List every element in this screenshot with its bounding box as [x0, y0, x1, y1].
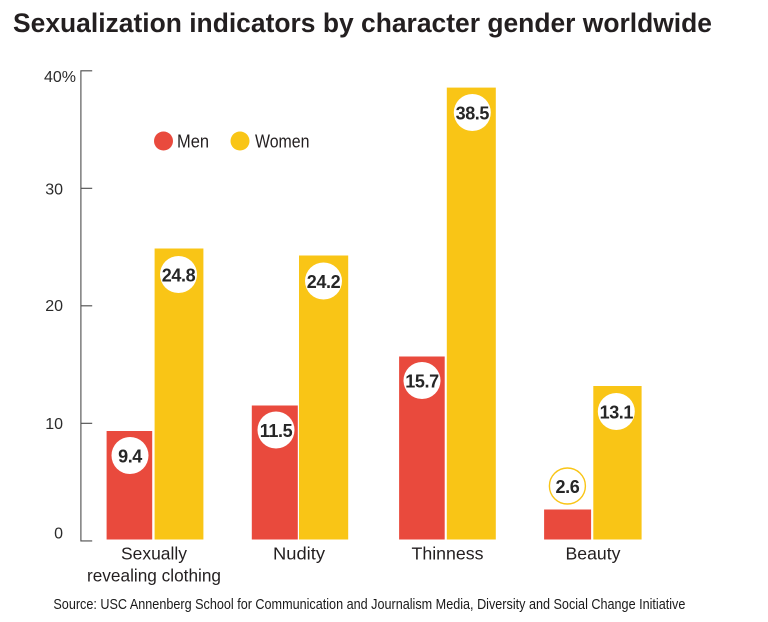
- svg-text:Beauty: Beauty: [566, 544, 621, 564]
- svg-text:20: 20: [45, 298, 63, 315]
- svg-text:30: 30: [45, 181, 63, 198]
- svg-text:Women: Women: [255, 132, 310, 152]
- svg-text:revealing clothing: revealing clothing: [87, 566, 221, 586]
- svg-text:Nudity: Nudity: [273, 544, 325, 564]
- svg-text:10: 10: [45, 416, 63, 433]
- svg-text:24.2: 24.2: [307, 272, 341, 292]
- svg-text:2.6: 2.6: [555, 477, 579, 497]
- svg-text:24.8: 24.8: [162, 265, 196, 285]
- svg-text:Men: Men: [177, 132, 209, 152]
- svg-text:13.1: 13.1: [600, 402, 634, 422]
- svg-text:15.7: 15.7: [405, 371, 439, 391]
- svg-text:40%: 40%: [44, 69, 76, 86]
- svg-text:38.5: 38.5: [456, 103, 490, 123]
- svg-text:Thinness: Thinness: [412, 544, 484, 564]
- svg-text:Sexualization indicators by ch: Sexualization indicators by character ge…: [13, 8, 712, 38]
- svg-text:9.4: 9.4: [118, 446, 142, 466]
- svg-text:11.5: 11.5: [260, 421, 293, 441]
- svg-text:Sexually: Sexually: [121, 544, 187, 564]
- svg-text:0: 0: [54, 526, 63, 543]
- svg-text:Source: USC Annenberg School f: Source: USC Annenberg School for Communi…: [53, 596, 685, 613]
